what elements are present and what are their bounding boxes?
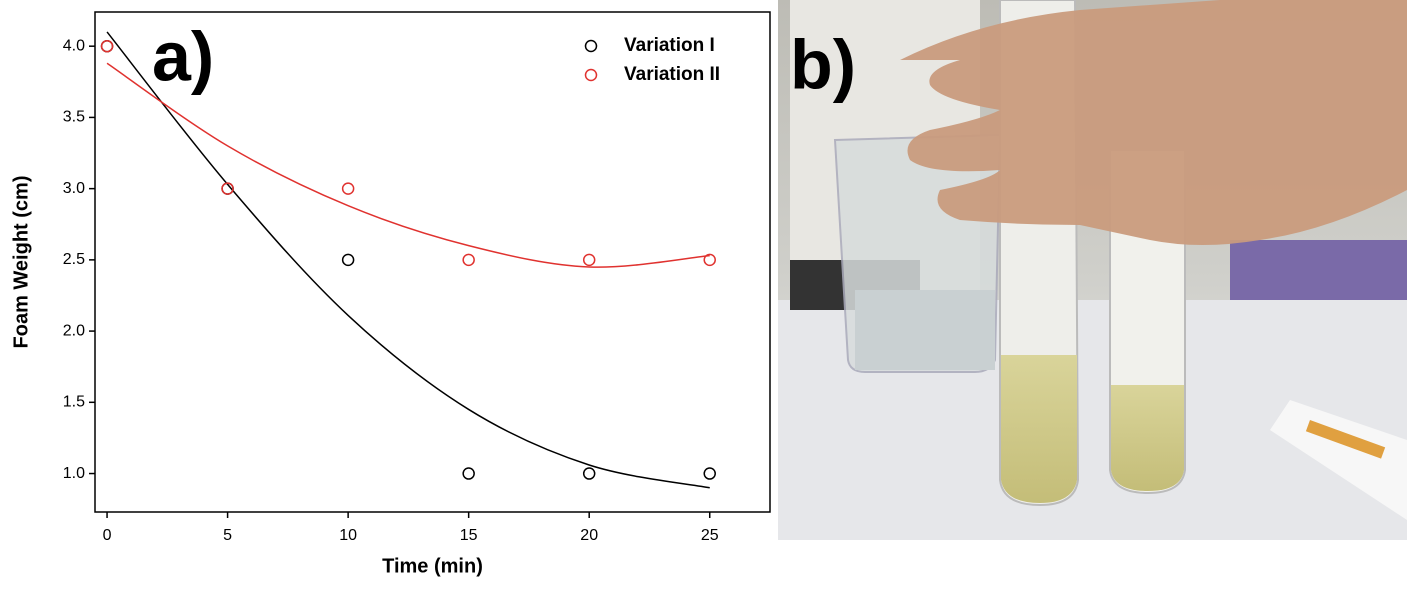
photo: b) — [778, 0, 1407, 540]
legend-label: Variation I — [624, 35, 715, 56]
data-point — [462, 467, 475, 480]
x-tick-label: 15 — [460, 527, 478, 544]
x-tick-label: 10 — [339, 527, 357, 544]
legend-marker — [584, 39, 598, 53]
data-point — [703, 253, 716, 267]
data-point — [582, 467, 596, 480]
y-axis-title: Foam Weight (cm) — [10, 176, 32, 349]
fit-line — [106, 31, 710, 489]
y-tick-label: 4.0 — [63, 37, 85, 54]
data-point — [100, 39, 114, 53]
x-tick-label: 20 — [580, 527, 598, 544]
photo-label: b) — [790, 25, 856, 103]
y-tick-label: 3.0 — [63, 180, 85, 197]
legend-marker — [584, 68, 598, 82]
data-point — [582, 253, 596, 267]
panel-label: a) — [152, 17, 214, 95]
y-tick-label: 1.5 — [63, 394, 85, 411]
plot-frame — [94, 11, 771, 513]
y-tick-label: 3.5 — [63, 109, 85, 126]
x-tick-label: 5 — [223, 527, 232, 544]
data-point — [341, 253, 355, 267]
legend-label: Variation II — [624, 64, 720, 85]
x-axis-title: Time (min) — [382, 555, 483, 577]
data-point — [703, 467, 716, 480]
x-tick-label: 0 — [103, 527, 112, 544]
data-point — [462, 253, 475, 267]
fit-line — [106, 62, 710, 268]
data-point — [221, 182, 234, 195]
y-tick-label: 1.0 — [63, 465, 85, 482]
data-point — [341, 182, 355, 195]
chart: 1.0 1.5 2.0 2.5 3.0 3.5 4.0 0 5 10 15 20 25 Time (min… — [10, 11, 771, 577]
y-tick-label: 2.0 — [63, 322, 85, 339]
x-tick-label: 25 — [701, 527, 719, 544]
y-tick-label: 2.5 — [63, 251, 85, 268]
